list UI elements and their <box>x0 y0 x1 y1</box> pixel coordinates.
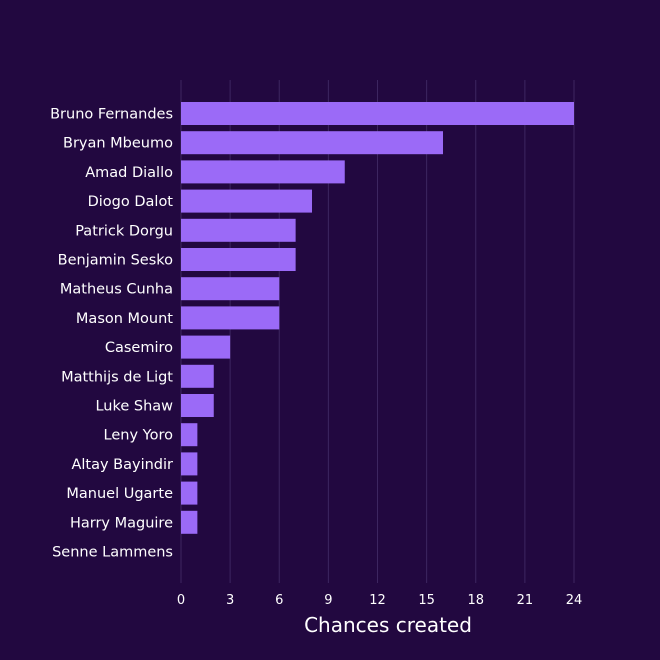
bar <box>181 394 214 417</box>
bar <box>181 481 198 505</box>
bar <box>181 189 312 213</box>
y-tick-label: Amad Diallo <box>85 165 173 181</box>
bar <box>181 248 296 271</box>
bar <box>181 306 280 330</box>
x-tick-label: 9 <box>324 593 332 608</box>
y-tick-label: Benjamin Sesko <box>58 253 173 269</box>
y-tick-label: Manuel Ugarte <box>66 486 173 502</box>
bar <box>181 160 345 184</box>
y-tick-label: Bryan Mbeumo <box>63 136 173 152</box>
y-tick-label: Harry Maguire <box>70 515 173 531</box>
y-tick-label: Mason Mount <box>76 311 173 327</box>
y-tick-label: Leny Yoro <box>104 428 174 444</box>
x-tick-label: 0 <box>177 593 185 608</box>
bar <box>181 510 198 534</box>
y-tick-label: Matthijs de Ligt <box>61 369 173 385</box>
bar <box>181 218 296 242</box>
bar <box>181 102 574 125</box>
bar <box>181 335 231 359</box>
y-tick-label: Matheus Cunha <box>60 282 173 298</box>
y-tick-label: Diogo Dalot <box>88 194 174 210</box>
bar <box>181 452 198 476</box>
x-tick-label: 6 <box>275 593 283 608</box>
y-tick-label: Senne Lammens <box>52 545 173 561</box>
x-tick-label: 12 <box>369 593 386 608</box>
bar <box>181 423 198 447</box>
x-tick-label: 24 <box>566 593 583 608</box>
bar <box>181 277 280 301</box>
x-tick-label: 18 <box>467 593 484 608</box>
y-tick-label: Patrick Dorgu <box>75 223 173 239</box>
bar <box>181 131 443 155</box>
bar <box>181 364 214 388</box>
y-tick-label: Luke Shaw <box>95 399 173 415</box>
x-tick-label: 21 <box>517 593 534 608</box>
x-axis-label: Chances created <box>304 613 472 637</box>
y-tick-label: Casemiro <box>105 340 173 356</box>
x-tick-label: 15 <box>418 593 435 608</box>
x-tick-label: 3 <box>226 593 234 608</box>
y-tick-label: Altay Bayindir <box>71 457 173 473</box>
y-tick-label: Bruno Fernandes <box>50 107 173 123</box>
